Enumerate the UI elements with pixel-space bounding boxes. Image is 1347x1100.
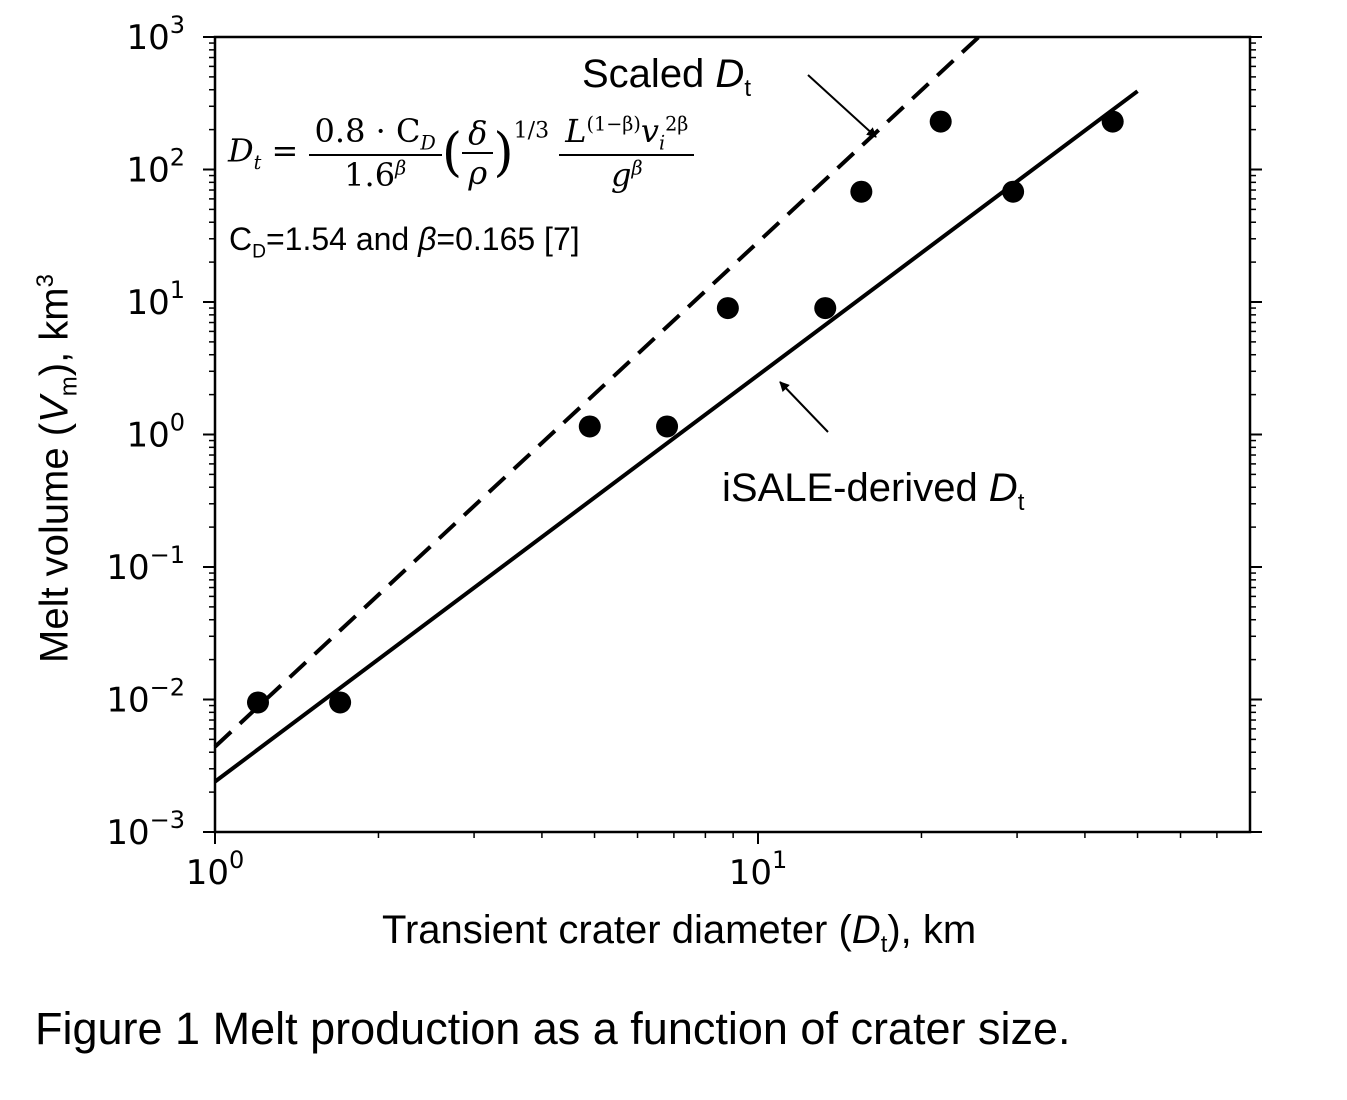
scaled-fit-line bbox=[213, 35, 981, 749]
x-tick-label: 100 bbox=[186, 846, 245, 893]
scaled-data-point bbox=[850, 180, 873, 203]
y-tick-label: 102 bbox=[126, 144, 185, 191]
scaled-arrow bbox=[807, 74, 877, 138]
formula-fraction-1: 0.8 · CD 1.6β bbox=[308, 112, 442, 194]
y-tick-label: 101 bbox=[126, 276, 185, 323]
y-tick-label: 100 bbox=[126, 409, 185, 456]
y-axis-label: Melt volume (Vm), km3 bbox=[32, 274, 83, 663]
formula-fraction-3: L(1−β)vi2β gβ bbox=[559, 112, 695, 194]
isale-data-point bbox=[656, 415, 679, 438]
isale-data-point bbox=[814, 297, 837, 320]
dt-formula: Dt = 0.8 · CD 1.6β ( δ ρ )1/3 L(1−β)vi2β… bbox=[228, 112, 695, 194]
isale-data-point bbox=[1101, 110, 1124, 133]
scaled-data-point bbox=[716, 297, 739, 320]
y-tick-label: 10−1 bbox=[106, 541, 185, 588]
scaled-data-point bbox=[929, 110, 952, 133]
x-tick-label: 101 bbox=[729, 846, 788, 893]
y-tick-label: 103 bbox=[126, 11, 185, 58]
formula-fraction-2: δ ρ bbox=[462, 114, 494, 192]
isale-dt-label: iSALE-derived Dt bbox=[722, 466, 1025, 516]
parameter-note: CD=1.54 and β=0.165 [7] bbox=[229, 221, 580, 263]
y-tick-label: 10−3 bbox=[106, 806, 185, 853]
scaled-dt-label: Scaled Dt bbox=[582, 52, 751, 102]
isale-arrow bbox=[779, 381, 829, 433]
isale-data-point bbox=[329, 691, 352, 714]
data-points bbox=[246, 110, 1124, 714]
isale-fit-line bbox=[213, 89, 1139, 784]
fit-lines bbox=[213, 35, 1139, 784]
y-tick-label: 10−2 bbox=[106, 674, 185, 721]
x-axis-label: Transient crater diameter (Dt), km bbox=[382, 908, 977, 958]
isale-data-point bbox=[1002, 180, 1025, 203]
scaled-data-point bbox=[578, 415, 601, 438]
figure-caption: Figure 1 Melt production as a function o… bbox=[35, 1003, 1071, 1054]
scaled-data-point bbox=[246, 691, 269, 714]
